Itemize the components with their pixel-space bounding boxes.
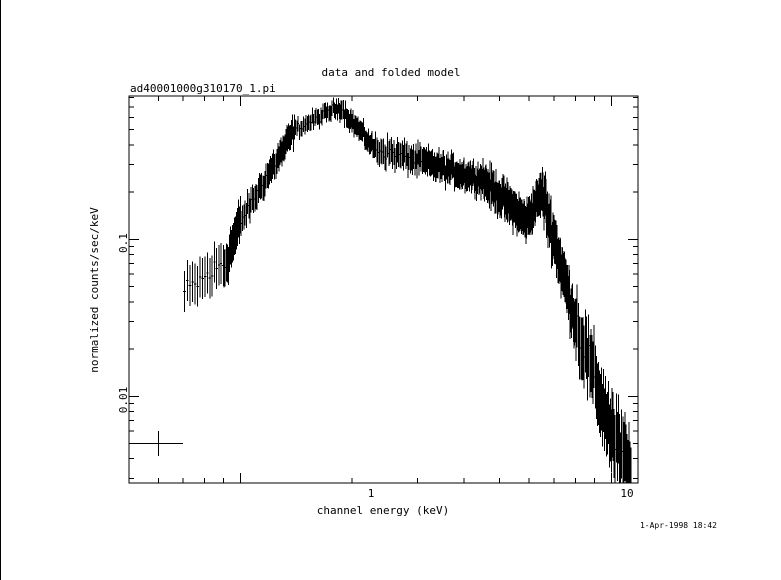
x-axis-label: channel energy (keV) — [317, 504, 449, 517]
x-tick-label-1: 1 — [368, 487, 375, 500]
chart-title: data and folded model — [321, 66, 460, 79]
y-axis-label: normalized counts/sec/keV — [88, 207, 101, 373]
y-tick-label-0.01: 0.01 — [117, 387, 130, 414]
timestamp: 1-Apr-1998 18:42 — [640, 521, 717, 530]
y-tick-label-0.1: 0.1 — [117, 233, 130, 253]
x-tick-label-10: 10 — [620, 487, 633, 500]
plot-frame — [128, 95, 639, 484]
window-left-border — [0, 0, 1, 580]
chart-subtitle: ad40001000g310170_1.pi — [130, 82, 276, 95]
axis-ticks — [128, 96, 638, 483]
data-marks — [129, 97, 632, 483]
